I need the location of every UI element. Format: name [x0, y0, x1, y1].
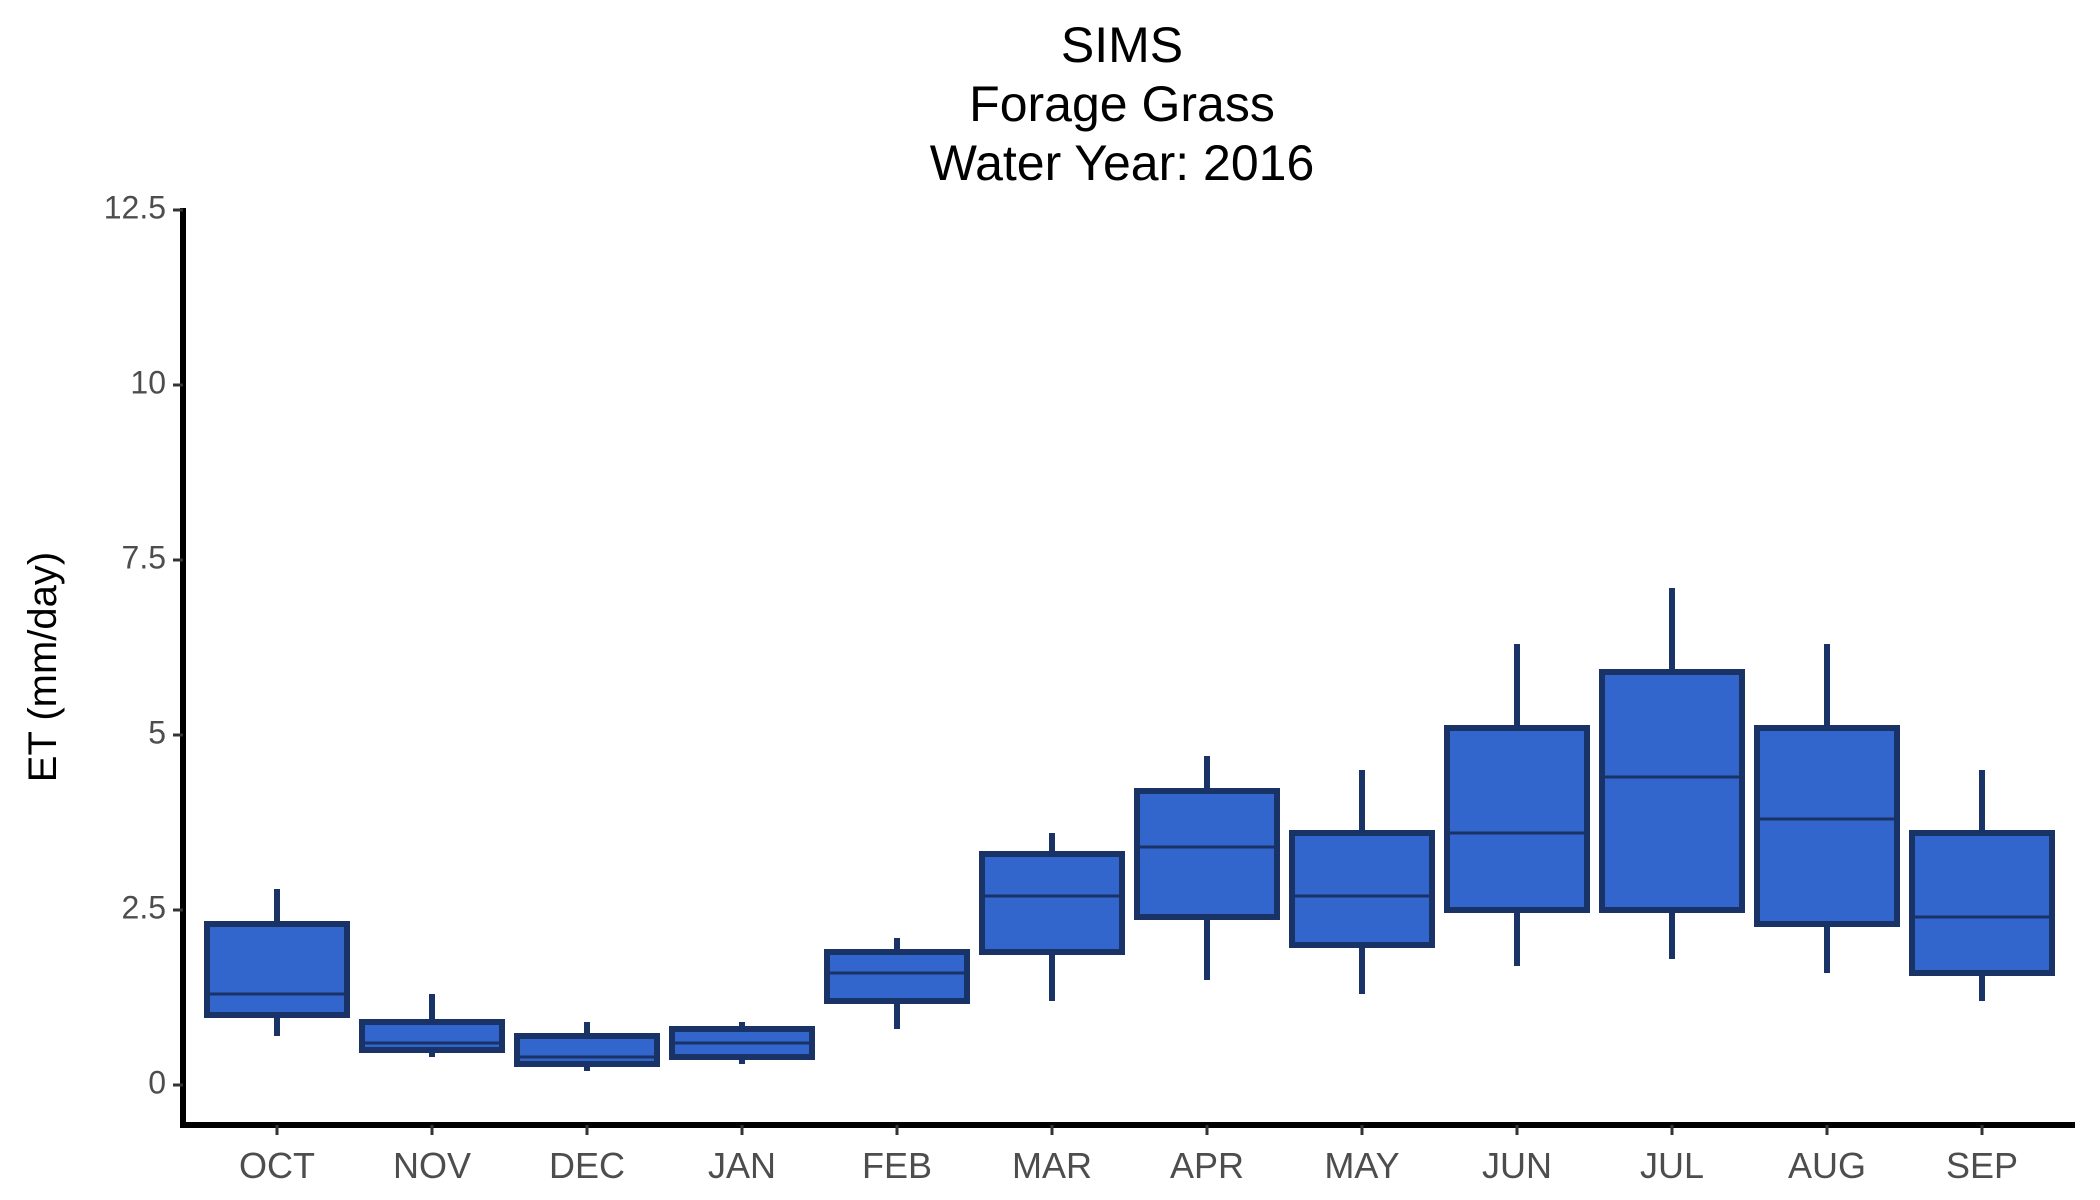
box-iqr — [979, 851, 1125, 955]
x-tick-label-sep: SEP — [1946, 1145, 2018, 1186]
box-iqr — [1134, 788, 1280, 920]
box-iqr — [1754, 725, 1900, 927]
x-tick-label-oct: OCT — [239, 1145, 315, 1186]
x-tick-label-dec: DEC — [549, 1145, 625, 1186]
chart-title-line-3: Water Year: 2016 — [930, 135, 1315, 191]
x-tick-label-jan: JAN — [708, 1145, 776, 1186]
x-tick-label-may: MAY — [1324, 1145, 1399, 1186]
box-iqr — [514, 1033, 660, 1067]
box-iqr — [204, 921, 350, 1018]
box-jul — [1599, 588, 1745, 959]
box-aug — [1754, 644, 1900, 973]
x-tick-label-jul: JUL — [1640, 1145, 1704, 1186]
x-tick-label-apr: APR — [1170, 1145, 1244, 1186]
box-iqr — [1289, 830, 1435, 948]
y-ticks-group: 0 2.5 5 7.5 10 12.5 — [104, 189, 183, 1100]
x-tick-label-aug: AUG — [1788, 1145, 1866, 1186]
box-jan — [669, 1022, 815, 1064]
y-tick-label: 0 — [148, 1064, 166, 1100]
y-axis-title: ET (mm/day) — [21, 552, 65, 782]
box-apr — [1134, 756, 1280, 980]
x-tick-label-feb: FEB — [862, 1145, 932, 1186]
box-dec — [514, 1022, 660, 1071]
box-iqr — [1909, 830, 2055, 976]
y-tick-label: 5 — [148, 714, 166, 750]
x-ticks-group: OCT NOV DEC JAN FEB MAR APR MAY JUN JUL AUG SEP — [239, 1125, 2018, 1186]
box-feb — [824, 938, 970, 1029]
box-may — [1289, 770, 1435, 994]
box-nov — [359, 994, 505, 1057]
box-iqr — [1599, 669, 1745, 913]
x-tick-label-jun: JUN — [1482, 1145, 1552, 1186]
x-tick-label-nov: NOV — [393, 1145, 471, 1186]
box-iqr — [1444, 725, 1590, 913]
axes-group — [180, 208, 2075, 1128]
box-iqr — [824, 949, 970, 1004]
chart-title-line-2: Forage Grass — [969, 76, 1275, 132]
boxes-group — [204, 588, 2055, 1071]
x-tick-label-mar: MAR — [1012, 1145, 1092, 1186]
chart-title-line-1: SIMS — [1061, 17, 1183, 73]
y-tick-label: 7.5 — [122, 539, 166, 575]
box-iqr — [359, 1019, 505, 1053]
box-jun — [1444, 644, 1590, 966]
box-mar — [979, 833, 1125, 1001]
y-axis-title-group: ET (mm/day) — [21, 552, 65, 782]
y-tick-label: 10 — [130, 364, 166, 400]
y-tick-label: 2.5 — [122, 889, 166, 925]
box-oct — [204, 889, 350, 1036]
y-tick-label: 12.5 — [104, 189, 166, 225]
box-sep — [1909, 770, 2055, 1001]
